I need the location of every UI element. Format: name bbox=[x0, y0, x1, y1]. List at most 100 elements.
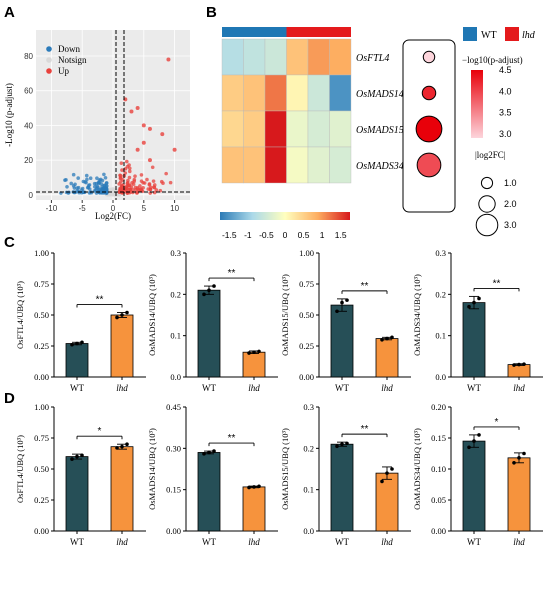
volcano-xtick-label: 5 bbox=[142, 204, 147, 213]
fc-legend-label: 2.0 bbox=[504, 199, 517, 209]
x-tick-label: lhd bbox=[381, 383, 393, 393]
heatmap-group-bar bbox=[222, 27, 351, 37]
data-point bbox=[120, 313, 124, 317]
wt-swatch bbox=[463, 27, 477, 41]
data-point bbox=[512, 363, 516, 367]
data-point bbox=[202, 292, 206, 297]
volcano-ytick-label: 20 bbox=[24, 156, 33, 165]
heatmap-cell bbox=[264, 146, 287, 184]
data-point bbox=[75, 341, 79, 346]
data-point bbox=[70, 342, 74, 347]
volcano-point bbox=[127, 175, 132, 180]
significance-label: ** bbox=[361, 281, 369, 292]
gene-label: OsMADS15 bbox=[356, 125, 404, 136]
volcano-point bbox=[147, 158, 152, 163]
panel-label-d: D bbox=[4, 390, 15, 407]
data-point bbox=[115, 446, 119, 450]
volcano-point bbox=[117, 182, 121, 186]
heatmap-cell bbox=[286, 110, 309, 148]
heatmap-scale-tick: 0 bbox=[283, 230, 288, 240]
bar bbox=[330, 304, 354, 378]
data-point bbox=[335, 309, 339, 314]
volcano-point bbox=[124, 186, 129, 191]
bar bbox=[330, 443, 354, 532]
y-tick-label: 0.00 bbox=[34, 372, 49, 382]
y-tick-label: 0.75 bbox=[299, 279, 314, 289]
data-point bbox=[380, 479, 384, 484]
volcano-point bbox=[159, 179, 164, 184]
bar bbox=[242, 351, 266, 378]
y-tick-label: 0.30 bbox=[166, 443, 181, 453]
y-tick-label: 0.3 bbox=[435, 248, 446, 258]
y-tick-label: 0.05 bbox=[431, 495, 446, 505]
y-tick-label: 0.0 bbox=[303, 526, 314, 536]
x-tick-label: lhd bbox=[116, 383, 128, 393]
y-tick-label: 0.1 bbox=[435, 331, 446, 341]
y-tick-label: 0.50 bbox=[299, 310, 314, 320]
heatmap-cell bbox=[243, 146, 266, 184]
data-point bbox=[467, 445, 471, 450]
heatmap-cell bbox=[329, 146, 352, 184]
bar-chart-c-3: 0.00 0.25 0.50 0.75 1.00 OsMADS15/UBQ (10³) WT… bbox=[280, 248, 411, 393]
volcano-point bbox=[108, 192, 112, 196]
x-tick-label: WT bbox=[70, 383, 84, 393]
y-tick-label: 0.75 bbox=[34, 279, 49, 289]
data-point bbox=[467, 304, 471, 309]
bar-chart-d-3: 0.0 0.1 0.2 0.3 OsMADS15/UBQ (10³) WT lhd ** bbox=[280, 402, 411, 547]
group-legend: WT lhd bbox=[463, 27, 536, 41]
heatmap-cell bbox=[221, 110, 244, 148]
panel-label-a: A bbox=[4, 4, 15, 21]
heatmap-cell bbox=[307, 146, 330, 184]
heatmap-group-cell bbox=[329, 27, 351, 37]
bar bbox=[462, 440, 486, 532]
lhd-legend-label: lhd bbox=[522, 30, 536, 41]
y-tick-label: 0.3 bbox=[303, 402, 314, 412]
y-tick-label: 1.00 bbox=[299, 248, 314, 258]
legend-swatch-up bbox=[46, 68, 52, 74]
data-point bbox=[477, 433, 481, 437]
bar bbox=[110, 446, 134, 532]
data-point bbox=[252, 485, 256, 489]
heatmap-scale-tick: -1 bbox=[244, 230, 252, 240]
panel-label-c: C bbox=[4, 234, 15, 251]
gene-label: OsMADS34 bbox=[356, 161, 404, 172]
y-tick-label: 1.00 bbox=[34, 402, 49, 412]
volcano-ytick-label: 40 bbox=[24, 121, 33, 130]
heatmap: OsFTL4 OsMADS14 OsMADS15 OsMADS34 -1.5 -1 -0.… bbox=[220, 27, 456, 240]
y-tick-label: 0.25 bbox=[34, 341, 49, 351]
legend-swatch-notsign bbox=[46, 57, 52, 63]
volcano-point bbox=[65, 185, 69, 189]
x-tick-label: WT bbox=[202, 383, 216, 393]
bar bbox=[507, 364, 531, 378]
y-tick-label: 0.1 bbox=[170, 331, 181, 341]
volcano-point bbox=[125, 180, 130, 185]
data-point bbox=[212, 449, 216, 453]
volcano-point bbox=[135, 187, 140, 191]
heatmap-cell bbox=[286, 38, 309, 76]
significance-label: * bbox=[495, 417, 499, 428]
volcano-point bbox=[84, 173, 89, 178]
volcano-xtick-label: -5 bbox=[79, 204, 87, 213]
significance-label: ** bbox=[96, 295, 104, 306]
volcano-xtick-label: 0 bbox=[111, 204, 116, 213]
y-tick-label: 0.2 bbox=[170, 289, 181, 299]
heatmap-cell bbox=[243, 74, 266, 112]
x-tick-label: WT bbox=[202, 537, 216, 547]
volcano-yticks: 0 20 40 60 80 bbox=[24, 52, 33, 200]
heatmap-cell bbox=[329, 38, 352, 76]
data-point bbox=[390, 335, 394, 340]
significance-label: ** bbox=[493, 278, 501, 289]
x-tick-label: lhd bbox=[381, 537, 393, 547]
volcano-plot: -10 -5 0 5 10 0 20 40 60 80 Log2(FC) -Log10 (p-a… bbox=[4, 30, 190, 221]
fc-legend-circle bbox=[480, 176, 494, 190]
volcano-point bbox=[125, 164, 130, 169]
data-point bbox=[257, 349, 261, 354]
y-axis-label: OsFTL4/UBQ (10³) bbox=[15, 435, 25, 503]
data-point bbox=[257, 484, 261, 489]
volcano-point bbox=[164, 171, 168, 176]
volcano-point bbox=[145, 177, 149, 182]
x-tick-label: WT bbox=[335, 537, 349, 547]
x-tick-label: lhd bbox=[248, 383, 260, 393]
data-point bbox=[522, 362, 526, 366]
volcano-point bbox=[117, 190, 122, 194]
